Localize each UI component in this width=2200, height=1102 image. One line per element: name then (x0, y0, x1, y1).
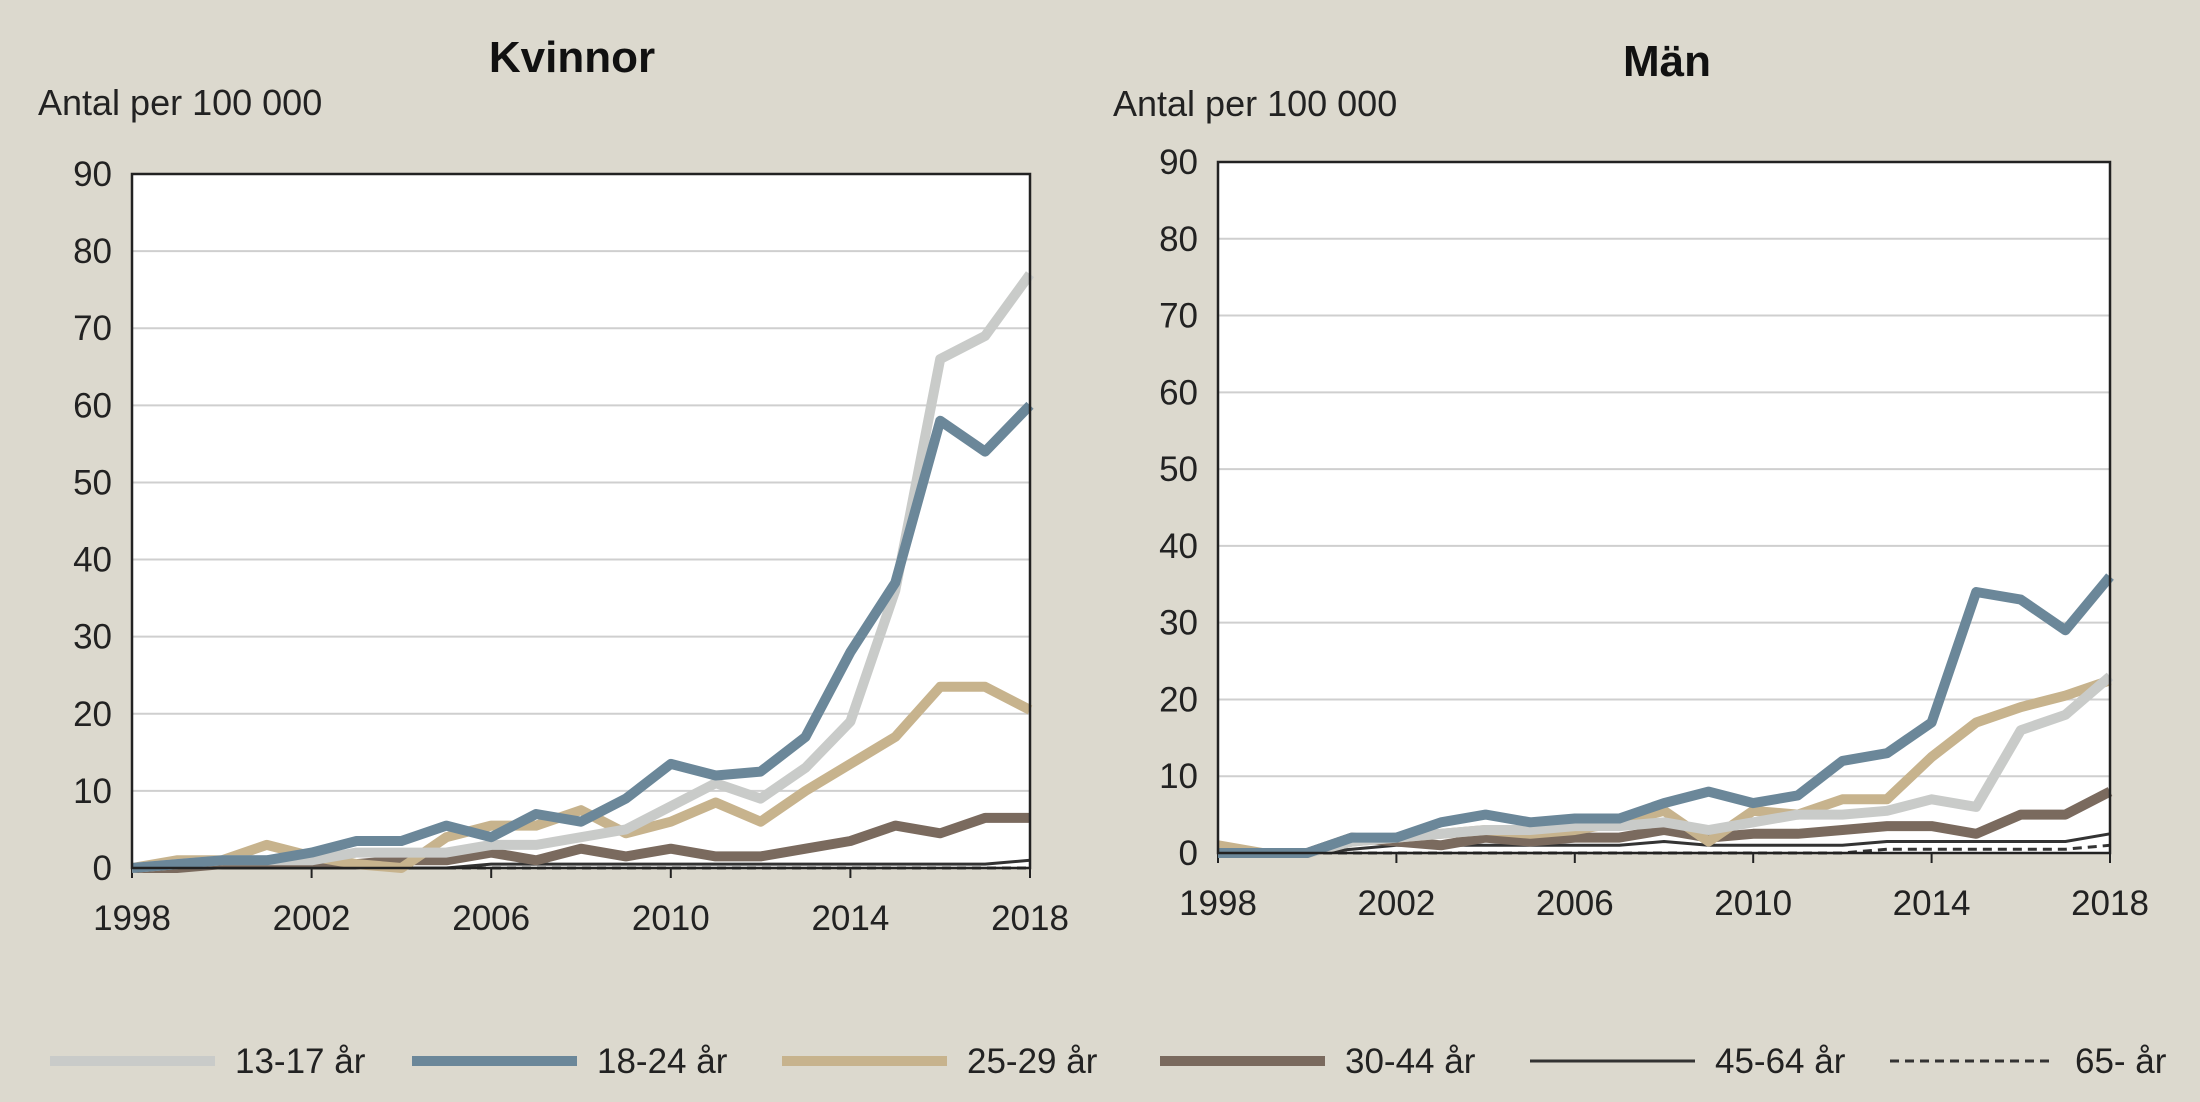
y-tick-label: 40 (73, 541, 112, 580)
x-tick-label: 2010 (1714, 884, 1792, 923)
x-tick-label: 1998 (1179, 884, 1257, 923)
x-tick-label: 1998 (93, 899, 171, 938)
x-tick-label: 2002 (273, 899, 351, 938)
legend-label: 18-24 år (597, 1042, 728, 1081)
legend-label: 45-64 år (1715, 1042, 1846, 1081)
series-line-18-24-r (1218, 573, 2114, 858)
chart-title: Män (1623, 37, 1711, 86)
y-tick-label: 10 (73, 772, 112, 811)
y-tick-label: 80 (73, 232, 112, 271)
series-line-45-64-r (1218, 832, 2111, 855)
x-tick-label: 2014 (811, 899, 889, 938)
series-line-25-29-r (131, 681, 1033, 873)
x-tick-label: 2006 (452, 899, 530, 938)
x-tick-label: 2010 (632, 899, 710, 938)
y-tick-label: 30 (1159, 604, 1198, 643)
legend-label: 30-44 år (1345, 1042, 1476, 1081)
y-tick-label: 50 (1159, 450, 1198, 489)
plot-area (132, 174, 1030, 868)
y-tick-label: 60 (1159, 373, 1198, 412)
legend-label: 25-29 år (967, 1042, 1098, 1081)
chart-title: Kvinnor (489, 33, 655, 82)
chart-kvinnor: Kvinnor Antal per 100 000 0 10 20 30 40 50 60 7… (38, 33, 1069, 938)
y-tick-label: 70 (73, 309, 112, 348)
x-tick-label: 2002 (1357, 884, 1435, 923)
y-tick-label: 20 (73, 695, 112, 734)
y-tick-label: 70 (1159, 297, 1198, 336)
plot-area (1218, 162, 2110, 853)
y-tick-label: 10 (1159, 757, 1198, 796)
chart-man: Män Antal per 100 000 0 10 20 30 40 50 60 70 80 9… (1113, 37, 2149, 923)
x-tick-label: 2014 (1893, 884, 1971, 923)
y-tick-label: 80 (1159, 220, 1198, 259)
x-tick-label: 2018 (991, 899, 1069, 938)
legend: 13-17 år 18-24 år 25-29 år 30-44 år 45-64 år… (50, 1042, 2167, 1081)
y-tick-label: 90 (73, 155, 112, 194)
y-tick-label: 50 (73, 463, 112, 502)
y-axis-unit-label: Antal per 100 000 (38, 82, 322, 123)
x-tick-label: 2006 (1536, 884, 1614, 923)
plot-frame (130, 172, 1032, 870)
plot-frame (1216, 160, 2112, 855)
y-tick-label: 40 (1159, 527, 1198, 566)
x-tick-label: 2018 (2071, 884, 2149, 923)
y-tick-label: 20 (1159, 680, 1198, 719)
y-tick-label: 30 (73, 618, 112, 657)
y-tick-label: 90 (1159, 143, 1198, 182)
y-axis-unit-label: Antal per 100 000 (1113, 83, 1397, 124)
series-line-65-r (1218, 843, 2111, 855)
y-tick-label: 0 (1179, 834, 1198, 873)
series-line-18-24-r (131, 401, 1034, 873)
legend-label: 13-17 år (235, 1042, 366, 1081)
legend-label: 65- år (2075, 1042, 2167, 1081)
y-tick-label: 60 (73, 386, 112, 425)
y-tick-label: 0 (93, 849, 112, 888)
